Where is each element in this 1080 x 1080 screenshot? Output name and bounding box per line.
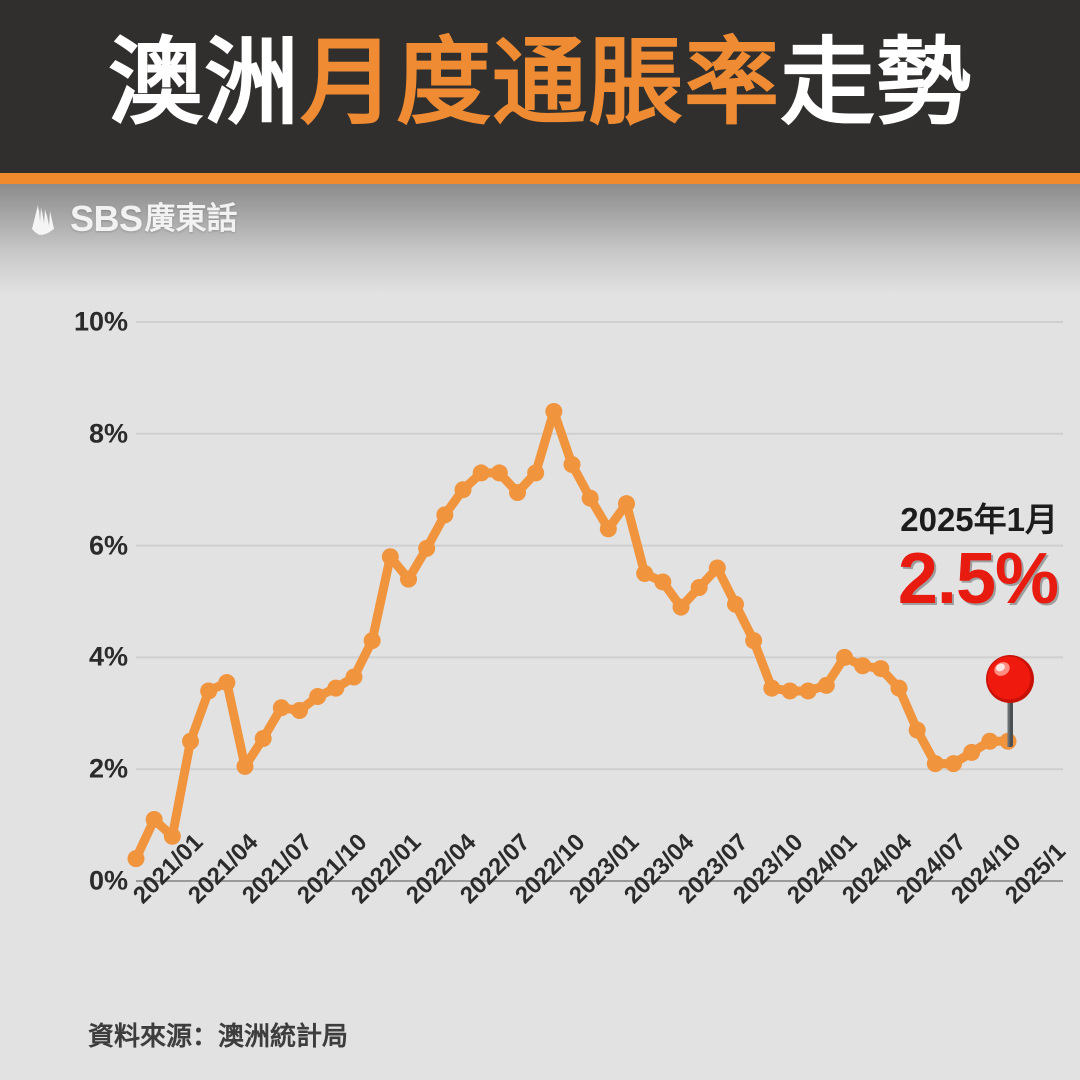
data-point <box>490 464 508 482</box>
data-point <box>690 579 708 597</box>
data-point <box>563 456 581 474</box>
data-point <box>127 850 145 868</box>
data-point <box>963 743 981 761</box>
data-points <box>127 402 1017 868</box>
data-point <box>400 570 417 588</box>
data-point <box>618 495 635 513</box>
gridlines <box>136 321 1063 882</box>
data-point <box>763 679 781 697</box>
y-axis-tick-label: 6% <box>88 530 128 561</box>
red-pushpin-icon <box>986 655 1034 747</box>
data-point <box>854 657 872 675</box>
source-note: 資料來源：澳洲統計局 <box>88 1021 349 1051</box>
x-axis: 2021/01 2021/04 2021/07 2021/10 2022/01 2022/… <box>0 829 1080 1000</box>
data-point <box>527 464 545 482</box>
data-point <box>363 632 381 650</box>
data-point <box>872 660 890 678</box>
y-axis-tick-label: 0% <box>88 865 128 896</box>
data-point <box>218 674 236 692</box>
data-point <box>799 682 817 700</box>
data-point <box>454 481 472 499</box>
y-axis-tick-label: 2% <box>88 753 128 784</box>
header-band: 澳洲月度通脹率走勢 <box>0 0 1080 173</box>
data-point <box>345 668 363 686</box>
sbs-logo: SBS 廣東話 <box>28 196 238 242</box>
y-axis: 0% 2% 4% 6% 8% 10% <box>0 294 128 934</box>
data-point <box>327 679 345 697</box>
title-part-3: 走勢 <box>780 30 973 136</box>
highlight-callout: 2025年1月 2.5% <box>798 500 1059 619</box>
data-point <box>890 679 908 697</box>
gradient-band <box>0 184 1080 294</box>
callout-date: 2025年1月 <box>900 501 1058 538</box>
sbs-wave-icon <box>32 205 54 235</box>
data-point <box>545 402 563 420</box>
chart-plot-area <box>0 294 1080 934</box>
data-point <box>945 755 962 773</box>
data-point <box>908 721 926 739</box>
data-point <box>981 732 999 750</box>
data-point <box>309 688 327 706</box>
data-line <box>131 406 1013 864</box>
data-point <box>436 506 454 524</box>
data-point <box>654 573 672 591</box>
data-point <box>672 598 690 616</box>
data-point <box>272 699 290 717</box>
y-axis-tick-label: 8% <box>88 418 128 449</box>
data-point <box>708 559 726 577</box>
data-point <box>145 811 163 829</box>
y-axis-tick-label: 10% <box>73 306 128 337</box>
data-point <box>291 702 308 719</box>
data-point <box>163 827 181 845</box>
sbs-logo-text: SBS <box>70 198 143 239</box>
accent-divider <box>0 173 1080 184</box>
data-point <box>254 729 272 747</box>
data-point <box>599 520 617 538</box>
data-point <box>581 489 599 507</box>
data-point <box>509 484 526 501</box>
data-point <box>727 595 744 613</box>
data-point <box>636 565 654 583</box>
title-part-1: 澳洲 <box>107 30 300 136</box>
data-point <box>817 676 835 694</box>
data-point <box>236 757 254 775</box>
data-point <box>418 539 436 557</box>
data-point <box>200 682 218 700</box>
data-point <box>472 464 490 482</box>
y-axis-tick-label: 4% <box>88 641 128 672</box>
data-point <box>926 755 944 773</box>
data-point <box>781 682 799 700</box>
data-point <box>745 632 763 650</box>
data-point <box>381 548 399 566</box>
callout-value: 2.5% <box>897 539 1059 619</box>
title-part-2: 月度通脹率 <box>299 30 780 136</box>
page-title: 澳洲月度通脹率走勢 <box>0 28 1080 138</box>
inflation-line-chart <box>127 321 1063 882</box>
sbs-language-label: 廣東話 <box>144 201 238 236</box>
data-point <box>182 732 199 750</box>
data-point <box>836 648 853 666</box>
